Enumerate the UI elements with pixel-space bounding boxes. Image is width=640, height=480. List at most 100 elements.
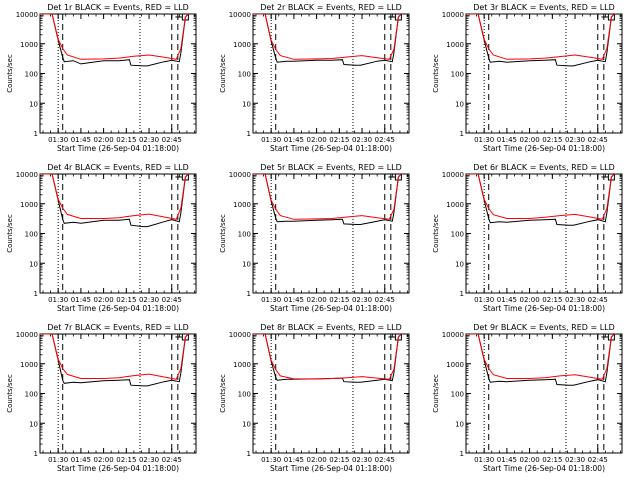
chart-panel: Det 5r BLACK = Events, RED = LLD 1 10 100 10…: [219, 163, 410, 313]
lld-series-line: [466, 14, 615, 60]
x-tick-label: 02:00: [520, 456, 540, 464]
chart-title: Det 7r BLACK = Events, RED = LLD: [47, 323, 189, 332]
x-tick-label: 02:30: [139, 456, 159, 464]
y-tick-label: 1: [247, 130, 251, 138]
events-series-line: [466, 14, 615, 67]
y-tick-label: 1: [34, 290, 38, 298]
y-tick-label: 10: [455, 260, 464, 268]
y-axis-label: Counts/sec: [432, 54, 440, 93]
x-tick-label: 02:45: [375, 136, 395, 144]
x-axis-label: Start Time (26-Sep-04 01:18:00): [270, 304, 392, 313]
x-tick-label: 02:45: [162, 296, 182, 304]
y-tick-label: 1000: [446, 361, 464, 369]
x-tick-label: 02:00: [94, 296, 114, 304]
chart-title: Det 8r BLACK = Events, RED = LLD: [260, 323, 402, 332]
y-axis-label: Counts/sec: [432, 374, 440, 413]
y-tick-label: 100: [25, 391, 38, 399]
plot-frame: [39, 13, 197, 134]
x-axis-label: Start Time (26-Sep-04 01:18:00): [270, 144, 392, 153]
y-tick-label: 1: [34, 450, 38, 458]
plot-frame: [252, 173, 410, 294]
y-tick-label: 10: [242, 100, 251, 108]
x-tick-label: 02:00: [307, 136, 327, 144]
lld-series-line: [40, 14, 189, 60]
chart-panel: Det 6r BLACK = Events, RED = LLD 1 10 100 10…: [432, 163, 623, 313]
x-tick-label: 02:30: [139, 136, 159, 144]
chart-title: Det 5r BLACK = Events, RED = LLD: [260, 163, 402, 172]
x-tick-label: 02:15: [116, 136, 136, 144]
lld-series-line: [40, 334, 189, 380]
y-tick-label: 100: [238, 231, 251, 239]
x-tick-label: 02:15: [116, 456, 136, 464]
x-tick-label: 01:45: [497, 456, 517, 464]
y-tick-label: 100: [238, 71, 251, 79]
x-tick-label: 02:45: [162, 456, 182, 464]
y-tick-label: 10000: [442, 11, 464, 19]
events-series-line: [253, 174, 402, 225]
y-tick-label: 1000: [233, 41, 251, 49]
chart-panel: Det 3r BLACK = Events, RED = LLD 1 10 100 10…: [432, 3, 623, 153]
plot-frame: [465, 13, 623, 134]
plot-frame: [252, 13, 410, 134]
chart-panel: Det 4r BLACK = Events, RED = LLD 1 10 100 10…: [6, 163, 197, 313]
x-tick-label: 02:15: [116, 296, 136, 304]
y-tick-label: 1000: [20, 201, 38, 209]
x-tick-label: 02:15: [542, 456, 562, 464]
y-tick-label: 10000: [16, 331, 38, 339]
events-series-line: [466, 174, 615, 226]
chart-title: Det 3r BLACK = Events, RED = LLD: [473, 3, 615, 12]
chart-panel: Det 7r BLACK = Events, RED = LLD 1 10 100 10…: [6, 323, 197, 473]
plot-frame: [39, 333, 197, 454]
y-axis-label: Counts/sec: [219, 54, 227, 93]
y-tick-label: 1: [247, 290, 251, 298]
y-tick-label: 10000: [229, 171, 251, 179]
x-tick-label: 02:30: [565, 136, 585, 144]
x-tick-label: 02:45: [588, 136, 608, 144]
chart-panel: Det 8r BLACK = Events, RED = LLD 1 10 100 10…: [219, 323, 410, 473]
y-tick-label: 1: [247, 450, 251, 458]
x-tick-label: 02:15: [542, 296, 562, 304]
lld-series-line: [466, 174, 615, 220]
y-axis-label: Counts/sec: [6, 214, 14, 253]
y-tick-label: 1: [34, 130, 38, 138]
y-tick-label: 100: [451, 391, 464, 399]
x-tick-label: 02:15: [329, 456, 349, 464]
chart-panel: Det 9r BLACK = Events, RED = LLD 1 10 100 10…: [432, 323, 623, 473]
lld-series-line: [253, 334, 402, 380]
x-tick-label: 01:45: [71, 456, 91, 464]
plot-frame: [252, 333, 410, 454]
y-axis-label: Counts/sec: [6, 374, 14, 413]
chart-title: Det 1r BLACK = Events, RED = LLD: [47, 3, 189, 12]
x-tick-label: 02:45: [375, 296, 395, 304]
y-tick-label: 100: [25, 231, 38, 239]
y-tick-label: 1000: [20, 361, 38, 369]
x-axis-label: Start Time (26-Sep-04 01:18:00): [483, 304, 605, 313]
y-tick-label: 10000: [229, 331, 251, 339]
x-tick-label: 02:00: [94, 456, 114, 464]
y-tick-label: 10: [29, 260, 38, 268]
plot-frame: [39, 173, 197, 294]
x-axis-label: Start Time (26-Sep-04 01:18:00): [57, 144, 179, 153]
x-tick-label: 01:45: [497, 136, 517, 144]
y-tick-label: 10: [242, 260, 251, 268]
y-tick-label: 1: [460, 450, 464, 458]
chart-title: Det 4r BLACK = Events, RED = LLD: [47, 163, 189, 172]
x-tick-label: 02:45: [375, 456, 395, 464]
x-tick-label: 01:30: [48, 456, 68, 464]
y-axis-label: Counts/sec: [432, 214, 440, 253]
lld-series-line: [40, 174, 189, 220]
x-tick-label: 01:30: [474, 136, 494, 144]
events-series-line: [466, 334, 615, 386]
y-tick-label: 10: [29, 100, 38, 108]
events-series-line: [253, 14, 402, 66]
y-tick-label: 100: [451, 231, 464, 239]
y-tick-label: 1: [460, 290, 464, 298]
y-tick-label: 1000: [446, 41, 464, 49]
x-axis-label: Start Time (26-Sep-04 01:18:00): [270, 464, 392, 473]
x-tick-label: 01:45: [284, 456, 304, 464]
x-tick-label: 02:00: [94, 136, 114, 144]
x-tick-label: 02:30: [352, 456, 372, 464]
events-series-line: [40, 14, 189, 67]
x-tick-label: 01:30: [261, 136, 281, 144]
